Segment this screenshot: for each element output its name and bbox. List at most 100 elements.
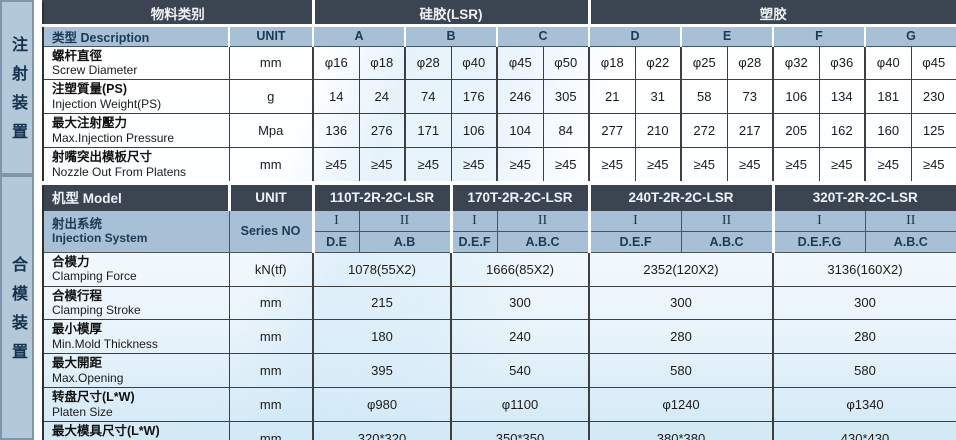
spec-value: ≥45 (542, 147, 590, 184)
unit-cell: mm (228, 353, 314, 389)
spec-value: 272 (680, 113, 728, 149)
spec-value: 73 (726, 79, 774, 115)
row-label: 注塑質量(PS) Injection Weight(PS) (42, 79, 230, 115)
spec-value: ≥45 (588, 147, 636, 184)
spec-value: φ22 (634, 45, 682, 81)
injection-system-label: 射出系统 Injection System (42, 209, 230, 253)
spec-value: ≥45 (910, 147, 956, 184)
spec-value: ≥45 (404, 147, 452, 184)
unit-cell: mm (228, 45, 314, 81)
plastic-header: 塑胶 (587, 0, 956, 26)
model-header: 机型 Model (42, 181, 230, 211)
spec-value: 134 (818, 79, 866, 115)
spec-value: φ1340 (772, 387, 956, 423)
spec-value: 21 (588, 79, 636, 115)
spec-value: 280 (772, 319, 956, 355)
row-label-en: Injection Weight(PS) (52, 97, 162, 112)
spec-value: 205 (772, 113, 820, 149)
unit-cell: g (228, 79, 314, 115)
row-label-en: Clamping Force (52, 269, 137, 284)
unit-cell: kN(tf) (228, 251, 314, 287)
spec-value: 277 (588, 113, 636, 149)
spec-value: 1666(85X2) (450, 251, 590, 287)
row-label-en: Platen Size (52, 405, 113, 419)
spec-value: 2352(120X2) (588, 251, 774, 287)
spec-value: 160 (864, 113, 912, 149)
spec-value: 217 (726, 113, 774, 149)
model-name: 110T-2R-2C-LSR (311, 181, 452, 211)
row-label: 最小模厚 Min.Mold Thickness (42, 319, 230, 355)
unit-cell: mm (228, 285, 314, 321)
series-number-row: 射出系统 Injection System Series NO I II I I… (42, 209, 956, 253)
row-label-en: Max.Mould Size (52, 439, 227, 440)
model-name: 170T-2R-2C-LSR (449, 181, 590, 211)
spec-value: φ1240 (588, 387, 774, 423)
group-header-e: E (680, 23, 774, 47)
series-screws: A.B.C (680, 230, 774, 253)
spec-value: φ45 (910, 45, 956, 81)
spec-value: 14 (312, 79, 360, 115)
series-screws: D.E.F (587, 230, 682, 253)
clamping-unit-label: 合模装置 (9, 256, 26, 372)
spec-value: 580 (588, 353, 774, 389)
row-label-en: Screw Diameter (52, 63, 138, 78)
spec-value: 136 (312, 113, 360, 149)
spec-value: 305 (542, 79, 590, 115)
injection-pressure-row: 最大注射壓力 Max.Injection Pressure Mpa 136 27… (42, 113, 956, 149)
spec-value: ≥45 (864, 147, 912, 184)
section-injection-unit: 注射装置 (0, 0, 34, 175)
spec-value: 1078(55X2) (312, 251, 452, 287)
spec-value: 580 (772, 353, 956, 389)
min-mold-thickness-row: 最小模厚 Min.Mold Thickness mm 180 240 280 2… (42, 319, 956, 355)
spec-value: 210 (634, 113, 682, 149)
group-header-g: G (864, 23, 956, 47)
injection-weight-row: 注塑質量(PS) Injection Weight(PS) g 14 24 74… (42, 79, 956, 115)
series-i: I (449, 209, 498, 232)
clamping-force-row: 合模力 Clamping Force kN(tf) 1078(55X2) 166… (42, 251, 956, 287)
row-label: 转盘尺寸(L*W) Platen Size (42, 387, 230, 423)
model-name: 240T-2R-2C-LSR (587, 181, 774, 211)
series-screws: A.B (358, 230, 452, 253)
series-ii: II (864, 209, 956, 232)
spec-value: 276 (358, 113, 406, 149)
row-label-zh: 射出系统 (52, 216, 103, 231)
series-ii: II (358, 209, 452, 232)
row-label: 最大開距 Max.Opening (42, 353, 230, 389)
spec-value: 540 (450, 353, 590, 389)
model-row: 机型 Model UNIT 110T-2R-2C-LSR 170T-2R-2C-… (42, 181, 956, 211)
spec-value: 171 (404, 113, 452, 149)
series-screws: D.E.F (449, 230, 498, 253)
spec-value: φ40 (450, 45, 498, 81)
max-opening-row: 最大開距 Max.Opening mm 395 540 580 580 (42, 353, 956, 389)
spec-value: 246 (496, 79, 544, 115)
spec-value: 74 (404, 79, 452, 115)
spec-value: ≥45 (726, 147, 774, 184)
platen-size-row: 转盘尺寸(L*W) Platen Size mm φ980 φ1100 φ124… (42, 387, 956, 423)
group-header-b: B (404, 23, 498, 47)
group-header-f: F (772, 23, 866, 47)
spec-value: ≥45 (634, 147, 682, 184)
series-ii: II (680, 209, 774, 232)
spec-value: 395 (312, 353, 452, 389)
spec-value: 320*320 (312, 421, 452, 440)
spec-value: 181 (864, 79, 912, 115)
clamping-stroke-row: 合模行程 Clamping Stroke mm 215 300 300 300 (42, 285, 956, 321)
description-header: 类型 Description (42, 23, 230, 47)
spec-value: 162 (818, 113, 866, 149)
material-category-header: 物料类别 (42, 0, 314, 26)
row-label-zh: 射嘴突出模板尺寸 (52, 150, 153, 165)
group-header-d: D (588, 23, 682, 47)
spec-value: φ36 (818, 45, 866, 81)
row-label-zh: 最大模具尺寸(L*W) (52, 424, 160, 439)
spec-value: 180 (312, 319, 452, 355)
spec-value: ≥45 (312, 147, 360, 184)
spec-value: 106 (450, 113, 498, 149)
row-label-zh: 转盘尺寸(L*W) (52, 390, 135, 405)
spec-value: φ18 (358, 45, 406, 81)
row-label-en: Max.Injection Pressure (52, 131, 175, 146)
spec-value: ≥45 (496, 147, 544, 184)
series-i: I (771, 209, 866, 232)
spec-value: ≥45 (772, 147, 820, 184)
spec-value: ≥45 (680, 147, 728, 184)
